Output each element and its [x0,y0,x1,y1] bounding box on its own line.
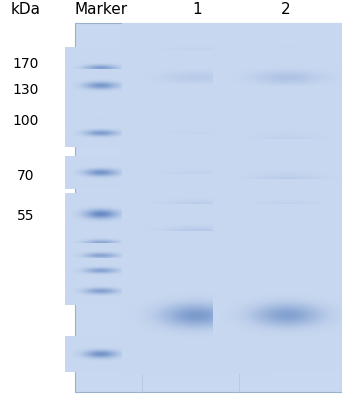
Text: 170: 170 [12,57,39,71]
Text: kDa: kDa [11,2,41,17]
Text: 70: 70 [17,169,35,183]
Text: 2: 2 [281,2,290,17]
Text: Marker: Marker [74,2,128,17]
Text: 1: 1 [192,2,201,17]
Text: 130: 130 [12,83,39,97]
Text: 100: 100 [12,114,39,128]
Text: 55: 55 [17,209,35,223]
FancyBboxPatch shape [75,23,342,392]
